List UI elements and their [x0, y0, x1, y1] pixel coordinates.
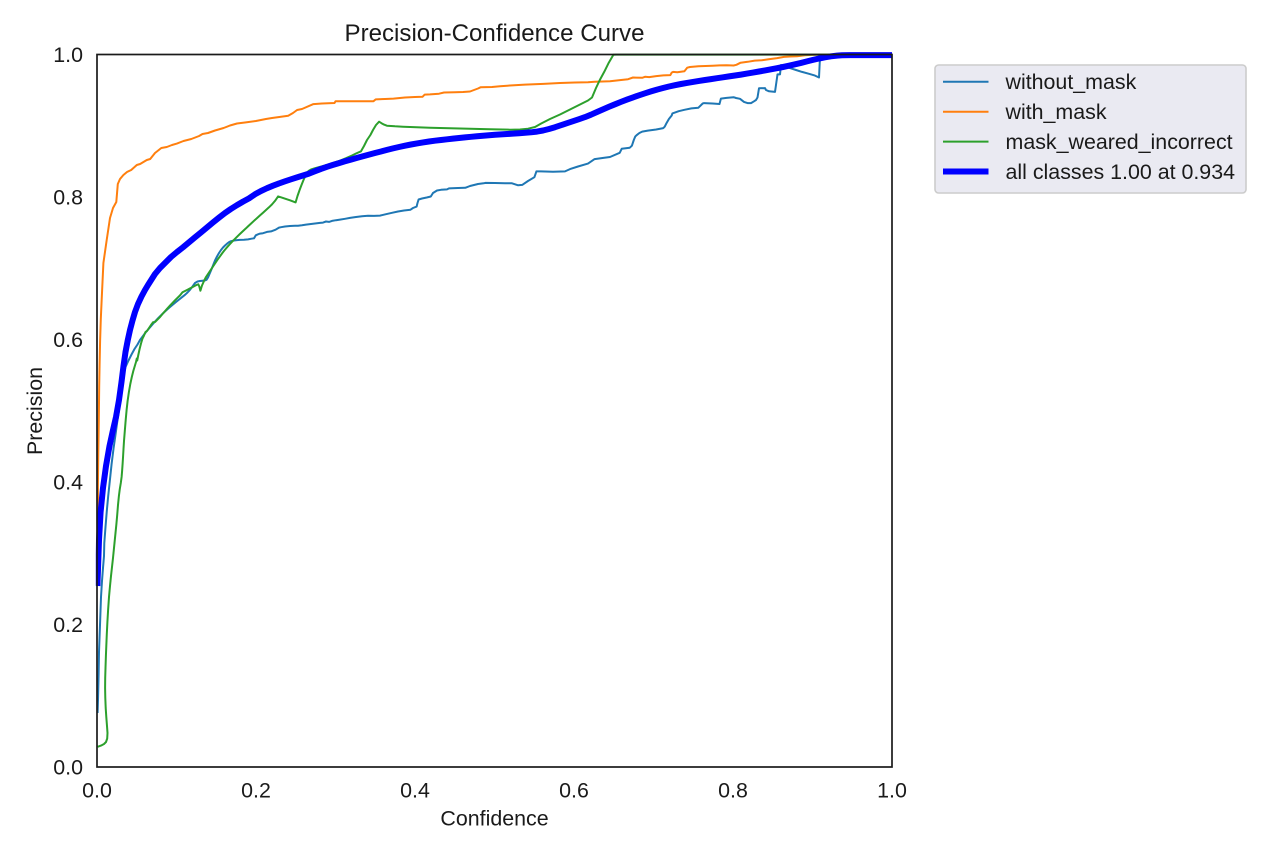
svg-text:mask_weared_incorrect: mask_weared_incorrect — [1006, 130, 1233, 154]
svg-text:0.4: 0.4 — [53, 470, 83, 494]
svg-text:0.0: 0.0 — [82, 779, 112, 803]
svg-text:0.8: 0.8 — [718, 779, 748, 803]
svg-text:Precision: Precision — [23, 367, 47, 455]
svg-text:0.2: 0.2 — [241, 779, 271, 803]
svg-text:1.0: 1.0 — [53, 43, 83, 67]
svg-text:all classes 1.00 at 0.934: all classes 1.00 at 0.934 — [1006, 160, 1236, 184]
svg-text:0.6: 0.6 — [559, 779, 589, 803]
svg-text:0.2: 0.2 — [53, 613, 83, 637]
svg-text:with_mask: with_mask — [1005, 100, 1107, 124]
svg-text:0.4: 0.4 — [400, 779, 430, 803]
svg-text:without_mask: without_mask — [1005, 70, 1137, 94]
svg-text:Precision-Confidence Curve: Precision-Confidence Curve — [345, 20, 645, 47]
svg-text:Confidence: Confidence — [440, 807, 548, 831]
svg-text:0.8: 0.8 — [53, 185, 83, 209]
svg-text:0.6: 0.6 — [53, 328, 83, 352]
svg-text:0.0: 0.0 — [53, 756, 83, 780]
svg-text:1.0: 1.0 — [877, 779, 907, 803]
